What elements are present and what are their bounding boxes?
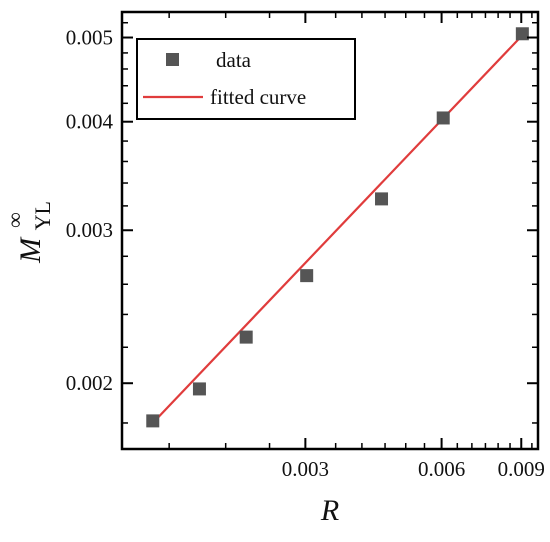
legend-label-data: data [216, 48, 252, 72]
data-point [239, 330, 253, 344]
data-point [300, 269, 314, 283]
y-axis-title-main: M [14, 236, 47, 264]
data-point [146, 414, 160, 428]
data-point [192, 382, 206, 396]
legend-label-fitted-curve: fitted curve [210, 85, 306, 109]
fitted-curve-line [151, 34, 524, 424]
data-point [375, 192, 389, 206]
y-axis-title: M YL ∞ [2, 201, 55, 264]
x-tick-label: 0.006 [418, 457, 465, 481]
y-axis-title-superscript: ∞ [2, 212, 27, 228]
legend: data fitted curve [136, 38, 356, 120]
legend-box [136, 38, 356, 120]
x-axis-title: R [320, 494, 339, 527]
marks-layer [146, 27, 529, 428]
x-tick-label: 0.003 [282, 457, 329, 481]
data-point [515, 27, 529, 41]
y-tick-label: 0.004 [66, 110, 114, 134]
ticks-layer: 0.002 0.003 0.004 0.005 0.003 0.006 0.009 [66, 12, 545, 481]
y-axis-title-subscript: YL [30, 201, 55, 230]
y-tick-label: 0.005 [66, 26, 113, 50]
legend-marker-data [166, 53, 179, 66]
y-tick-label: 0.003 [66, 218, 113, 242]
data-point [436, 111, 450, 125]
svg-text:M YL: M YL [14, 201, 55, 264]
x-tick-label: 0.009 [498, 457, 545, 481]
y-tick-label: 0.002 [66, 371, 113, 395]
